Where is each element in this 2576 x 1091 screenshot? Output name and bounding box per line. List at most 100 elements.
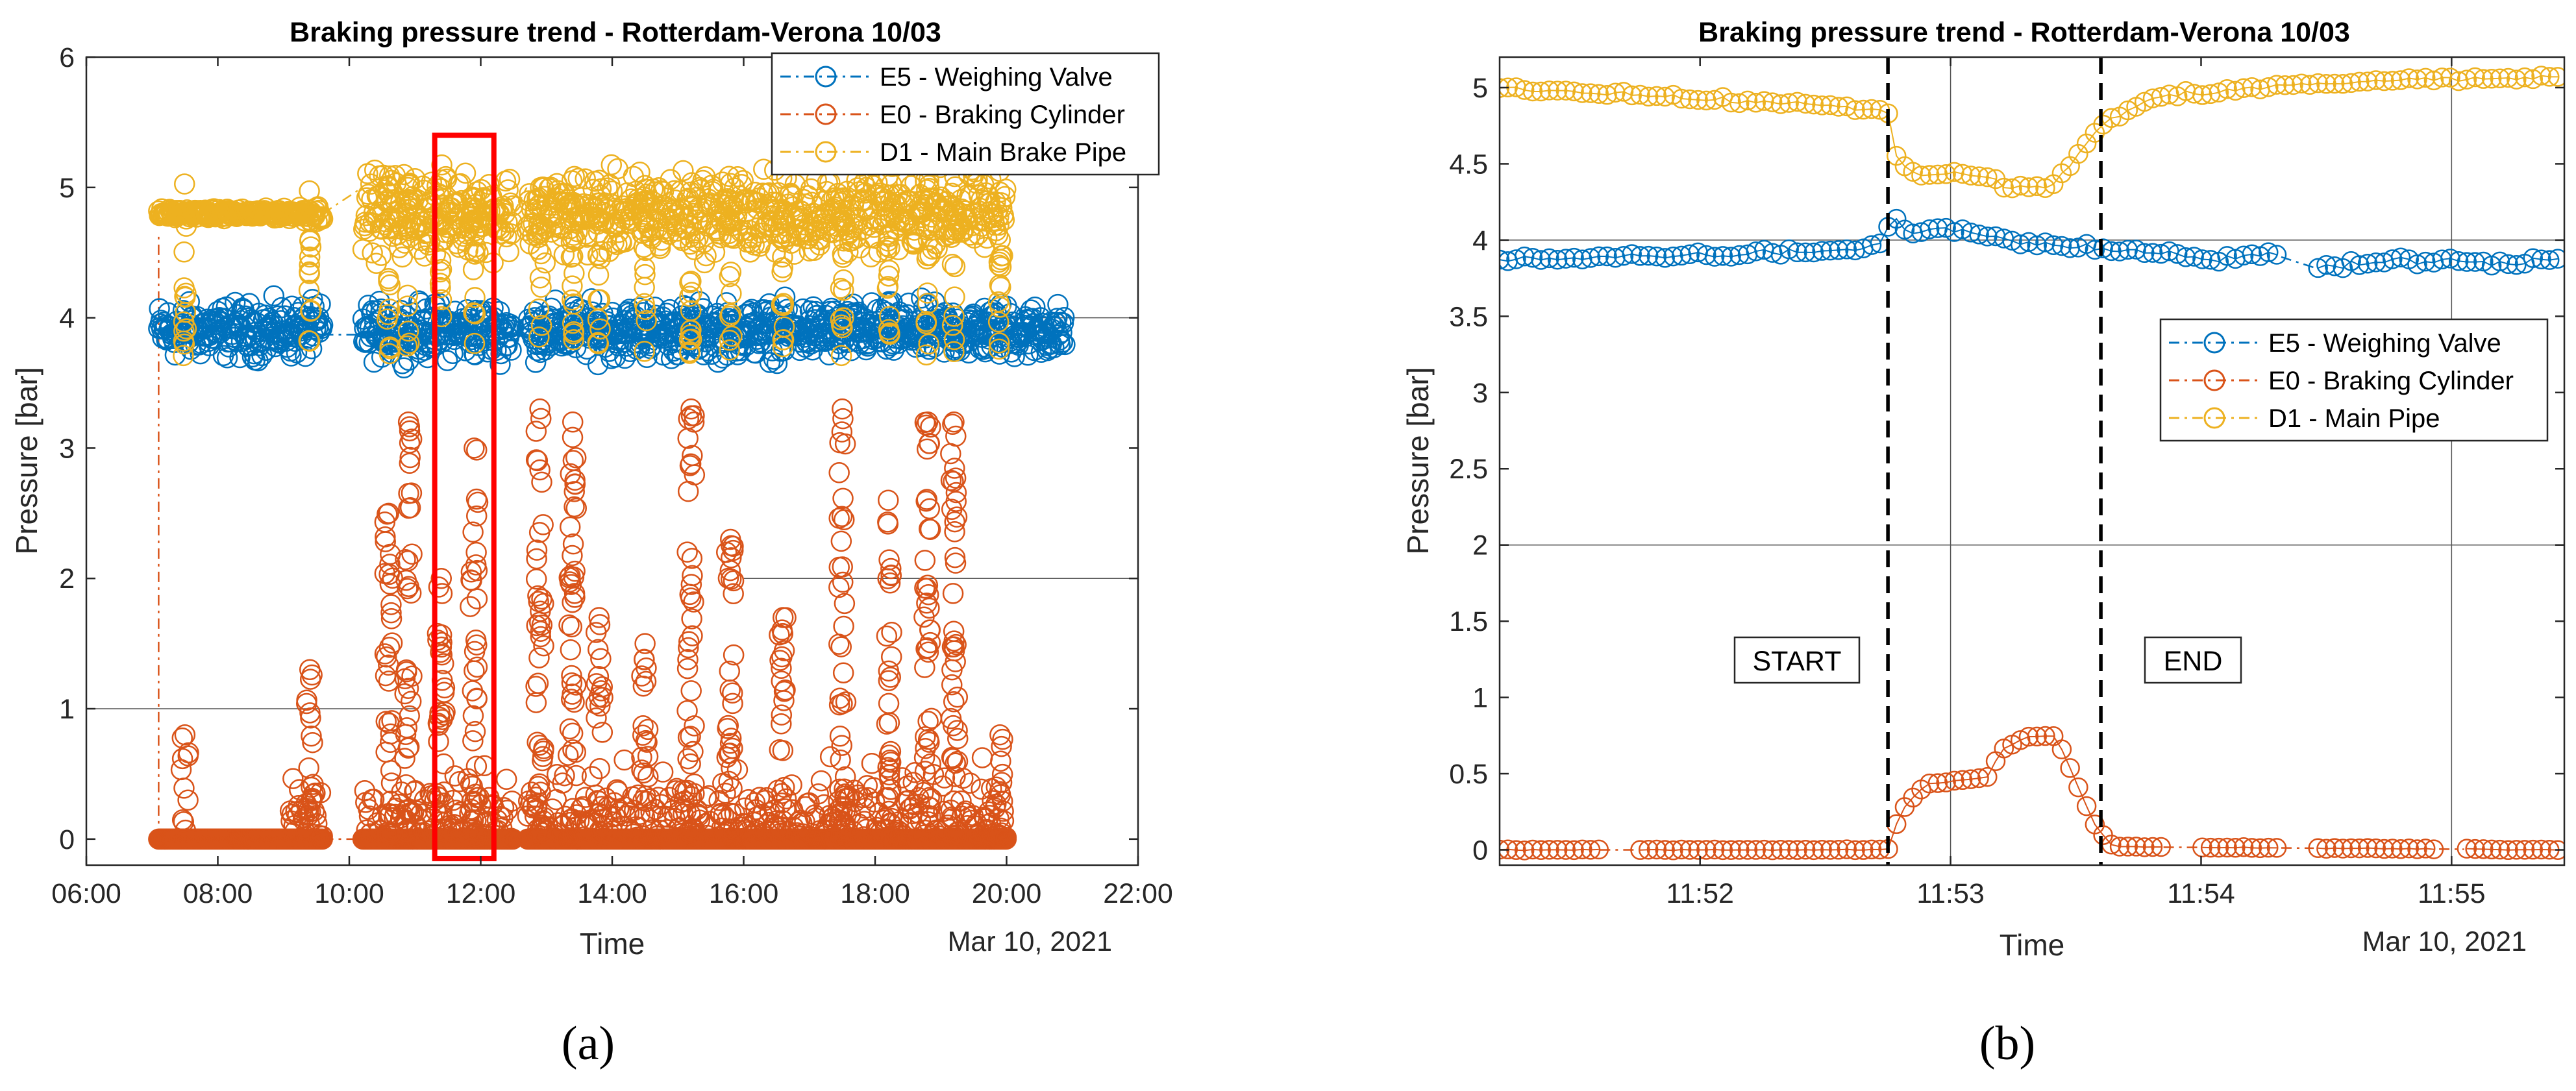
e0-marker xyxy=(380,602,402,624)
d1-marker xyxy=(564,262,585,284)
e0-marker xyxy=(633,762,654,784)
e0-marker xyxy=(916,593,937,614)
e0-marker xyxy=(876,625,898,647)
e0-marker xyxy=(378,806,399,828)
e0-marker xyxy=(677,779,699,802)
e0-marker xyxy=(945,491,967,512)
d1-marker xyxy=(915,219,937,241)
e0-marker xyxy=(2209,837,2229,858)
e0-marker xyxy=(564,481,585,502)
d1-marker xyxy=(2002,178,2022,199)
e0-marker xyxy=(828,462,850,484)
d1-marker xyxy=(464,243,486,265)
d1-marker xyxy=(993,209,1015,231)
e0-marker xyxy=(1779,840,1799,860)
e0-marker xyxy=(682,818,703,839)
e0-marker xyxy=(880,558,902,580)
e0-marker xyxy=(2217,837,2237,858)
e5-marker xyxy=(2217,246,2237,266)
d1-marker xyxy=(830,345,852,367)
d1-marker xyxy=(918,333,939,355)
d1-marker xyxy=(1589,84,1609,104)
e0-marker xyxy=(2490,839,2510,860)
e0-marker xyxy=(634,648,655,670)
d1-marker xyxy=(719,265,741,288)
e0-marker xyxy=(831,735,852,756)
e0-marker xyxy=(945,766,966,787)
e0-marker xyxy=(718,742,739,765)
d1-marker xyxy=(832,210,854,232)
e0-marker xyxy=(722,693,743,715)
e5-marker xyxy=(1704,247,1725,267)
x-tick-label: 20:00 xyxy=(972,878,1042,909)
d1-marker xyxy=(1828,97,1849,117)
d1-marker xyxy=(680,328,702,350)
e0-marker xyxy=(2383,839,2403,859)
d1-marker xyxy=(490,223,512,245)
legend-entry-e0: E0 - Braking Cylinder xyxy=(780,101,1125,129)
e0-marker xyxy=(960,772,981,794)
d1-marker xyxy=(562,289,583,311)
x-tick-label: 22:00 xyxy=(1103,878,1173,909)
d1-marker xyxy=(2523,69,2544,90)
e0-peak-marker xyxy=(917,411,939,433)
e0-marker xyxy=(2118,837,2138,857)
e0-marker xyxy=(560,463,581,485)
e0-marker xyxy=(2027,726,2047,747)
e0-marker xyxy=(399,452,421,474)
e0-marker xyxy=(363,789,385,810)
e0-marker xyxy=(526,615,547,637)
panel-b-axes: 11:52 11:53 11:54 11:5500.511.522.533.544.5… xyxy=(1449,56,2566,909)
d1-marker xyxy=(299,263,321,284)
e5-marker xyxy=(759,352,781,373)
e0-marker xyxy=(830,824,852,846)
e0-marker xyxy=(2316,839,2336,859)
e0-marker xyxy=(559,718,581,740)
d1-marker xyxy=(2498,67,2518,88)
d1-marker xyxy=(1613,82,1634,102)
d1-marker xyxy=(989,274,1011,296)
e0-marker xyxy=(465,783,486,805)
e0-marker xyxy=(2142,837,2163,857)
panel-a-series xyxy=(148,154,1076,850)
e5-marker xyxy=(2126,239,2146,260)
d1-marker xyxy=(1655,86,1675,107)
e0-marker xyxy=(2035,726,2055,746)
e0-marker xyxy=(681,548,703,569)
d1-marker xyxy=(832,317,853,339)
d1-marker xyxy=(398,219,420,241)
d1-marker xyxy=(1795,93,1816,114)
d1-marker xyxy=(298,330,319,352)
e0-marker xyxy=(879,749,901,771)
d1-marker xyxy=(2383,71,2403,91)
d1-marker xyxy=(634,175,656,197)
e5-marker xyxy=(1613,245,1634,266)
d1-marker xyxy=(1688,90,1708,110)
d1-marker xyxy=(299,180,320,202)
e0-marker xyxy=(769,650,791,671)
e5-marker xyxy=(2349,255,2370,275)
e0-marker xyxy=(945,824,967,846)
d1-marker xyxy=(560,231,582,252)
e0-marker xyxy=(1762,840,1783,861)
e0-marker xyxy=(394,683,415,705)
d1-marker xyxy=(2341,73,2361,93)
e0-marker xyxy=(2324,838,2345,858)
y-tick-label: 2 xyxy=(1472,530,1488,561)
e0-marker xyxy=(531,471,552,493)
e0-marker xyxy=(525,786,547,808)
e5-marker xyxy=(280,345,302,367)
d1-marker xyxy=(2324,73,2345,94)
e0-marker xyxy=(395,724,417,746)
e5-marker xyxy=(295,345,316,367)
e0-marker xyxy=(428,731,449,752)
y-tick-label: 6 xyxy=(59,42,75,73)
d1-marker xyxy=(378,183,400,205)
e0-marker xyxy=(945,752,967,774)
e0-marker xyxy=(832,487,854,509)
e0-marker xyxy=(943,471,964,493)
e5-marker xyxy=(2259,242,2279,262)
panel-b-grid xyxy=(1500,57,2564,865)
legend-label-e0: E0 - Braking Cylinder xyxy=(880,101,1125,129)
e0-marker xyxy=(678,631,700,652)
